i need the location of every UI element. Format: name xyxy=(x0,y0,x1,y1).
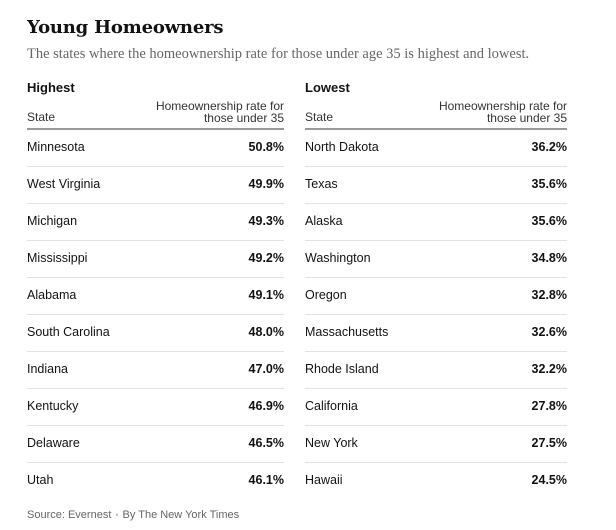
state-name: West Virginia xyxy=(27,177,101,191)
highest-table: Highest State Homeownership rate for tho… xyxy=(27,78,284,499)
table-header: State Homeownership rate for those under… xyxy=(27,98,284,130)
rate-value: 46.9% xyxy=(248,399,284,413)
state-name: South Carolina xyxy=(27,325,110,339)
rate-value: 36.2% xyxy=(531,140,567,154)
table-row: New York 27.5% xyxy=(305,426,567,463)
rate-value: 32.6% xyxy=(531,325,567,339)
table-row: Hawaii 24.5% xyxy=(305,463,567,499)
table-row: Michigan 49.3% xyxy=(27,204,284,241)
lowest-table: Lowest State Homeownership rate for thos… xyxy=(305,78,567,499)
table-row: Utah 46.1% xyxy=(27,463,284,499)
table-row: North Dakota 36.2% xyxy=(305,130,567,167)
rate-value: 46.1% xyxy=(248,473,284,487)
separator-dot: • xyxy=(115,510,119,520)
state-name: Massachusetts xyxy=(305,325,389,339)
state-name: Michigan xyxy=(27,214,78,228)
table-row: Kentucky 46.9% xyxy=(27,389,284,426)
chart-subtitle: The states where the homeownership rate … xyxy=(27,46,530,62)
table-row: Rhode Island 32.2% xyxy=(305,352,567,389)
state-name: New York xyxy=(305,436,358,450)
state-name: Kentucky xyxy=(27,399,79,413)
rate-value: 24.5% xyxy=(531,473,567,487)
rate-value: 48.0% xyxy=(248,325,284,339)
table-row: Alaska 35.6% xyxy=(305,204,567,241)
rate-value: 50.8% xyxy=(248,140,284,154)
rate-value: 49.1% xyxy=(248,288,284,302)
table-row: South Carolina 48.0% xyxy=(27,315,284,352)
rate-value: 34.8% xyxy=(531,251,567,265)
state-name: Mississippi xyxy=(27,251,88,265)
rate-value: 32.2% xyxy=(531,362,567,376)
state-name: Indiana xyxy=(27,362,69,376)
rate-value: 46.5% xyxy=(248,436,284,450)
table-row: Delaware 46.5% xyxy=(27,426,284,463)
column-header-rate: Homeownership rate for those under 35 xyxy=(438,99,567,125)
table-row: California 27.8% xyxy=(305,389,567,426)
rate-value: 49.9% xyxy=(248,177,284,191)
state-name: Alaska xyxy=(305,214,343,228)
state-name: Texas xyxy=(305,177,338,191)
rate-value: 27.8% xyxy=(531,399,567,413)
table-body: Minnesota 50.8% West Virginia 49.9% Michigan… xyxy=(27,130,284,499)
rate-value: 35.6% xyxy=(531,214,567,228)
byline: By The New York Times xyxy=(122,509,240,521)
column-header-state: State xyxy=(27,110,56,124)
table-row: Mississippi 49.2% xyxy=(27,241,284,278)
table-row: Texas 35.6% xyxy=(305,167,567,204)
chart-title: Young Homeowners xyxy=(27,17,224,38)
rate-value: 49.2% xyxy=(248,251,284,265)
state-name: Washington xyxy=(305,251,371,265)
state-name: Minnesota xyxy=(27,140,85,154)
state-name: California xyxy=(305,399,358,413)
table-header: State Homeownership rate for those under… xyxy=(305,98,567,130)
state-name: Utah xyxy=(27,473,54,487)
rate-value: 35.6% xyxy=(531,177,567,191)
table-row: Oregon 32.8% xyxy=(305,278,567,315)
table-row: Minnesota 50.8% xyxy=(27,130,284,167)
state-name: Rhode Island xyxy=(305,362,379,376)
table-row: Alabama 49.1% xyxy=(27,278,284,315)
rate-value: 49.3% xyxy=(248,214,284,228)
table-row: Washington 34.8% xyxy=(305,241,567,278)
table-group-title: Highest xyxy=(27,80,75,95)
table-row: Indiana 47.0% xyxy=(27,352,284,389)
rate-value: 47.0% xyxy=(248,362,284,376)
state-name: Alabama xyxy=(27,288,77,302)
state-name: Hawaii xyxy=(305,473,343,487)
column-header-rate: Homeownership rate for those under 35 xyxy=(155,99,284,125)
table-row: Massachusetts 32.6% xyxy=(305,315,567,352)
column-header-state: State xyxy=(305,110,334,124)
table-row: West Virginia 49.9% xyxy=(27,167,284,204)
table-group-title: Lowest xyxy=(305,80,350,95)
source-label: Source: Evernest xyxy=(27,509,112,521)
state-name: North Dakota xyxy=(305,140,379,154)
source-note: Source: Evernest • By The New York Times xyxy=(27,509,239,521)
table-body: North Dakota 36.2% Texas 35.6% Alaska 35.6% Wa… xyxy=(305,130,567,499)
rate-value: 32.8% xyxy=(531,288,567,302)
rate-value: 27.5% xyxy=(531,436,567,450)
state-name: Delaware xyxy=(27,436,80,450)
state-name: Oregon xyxy=(305,288,347,302)
